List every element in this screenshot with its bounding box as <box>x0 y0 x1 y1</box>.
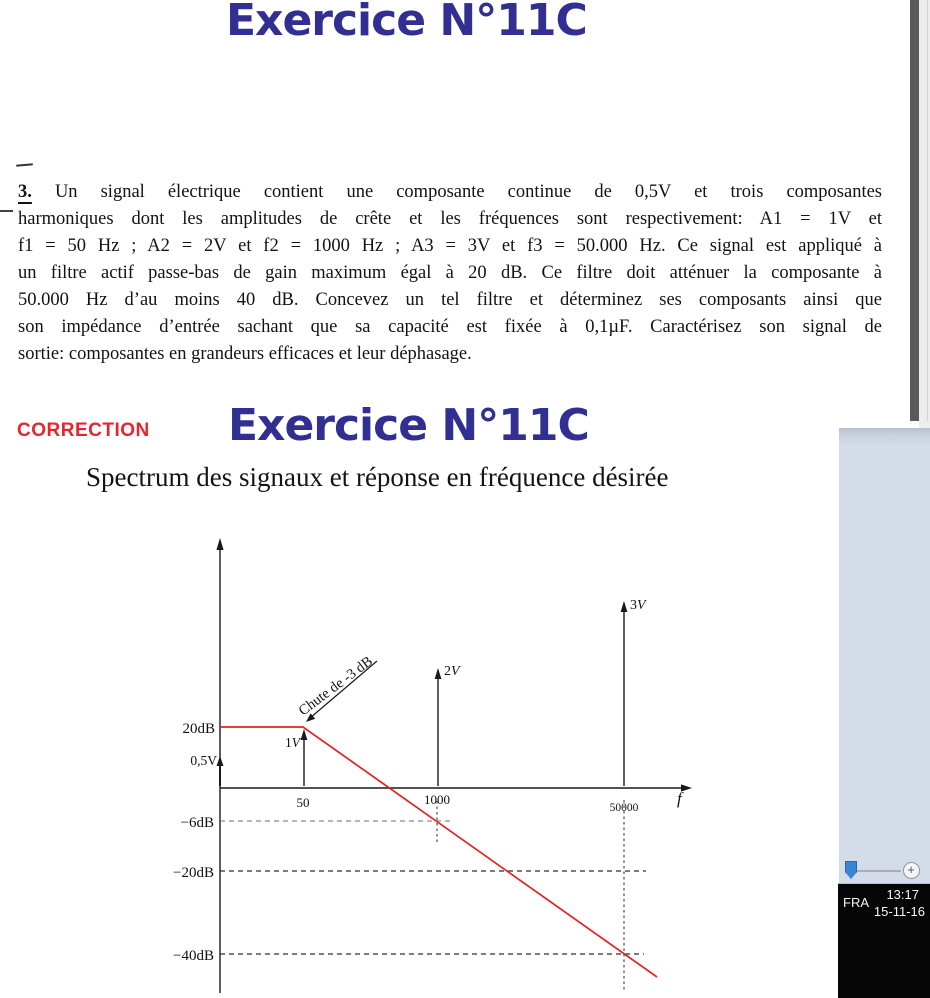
problem-line-text: Un signal électrique contient une compos… <box>54 182 883 202</box>
problem-line: 50.000 Hz d’au moins 40 dB. Concevez un … <box>18 290 882 310</box>
zoom-slider-handle[interactable] <box>845 861 857 879</box>
problem-line: sortie: composantes en grandeurs efficac… <box>18 344 472 364</box>
problem-line: 3. Un signal électrique contient une com… <box>18 179 882 206</box>
spectrum-arrow-50000hz-icon <box>620 601 628 612</box>
amplitude-label-3v: 3V <box>630 598 647 613</box>
problem-line: f1 = 50 Hz ; A2 = 2V et f2 = 1000 Hz ; A… <box>18 236 882 256</box>
gain-label-minus20db: −20dB <box>173 865 214 881</box>
annotation-arrow-icon <box>306 713 316 722</box>
date[interactable]: 15-11-16 <box>873 904 925 919</box>
main-title: Exercice N°11C <box>226 0 588 46</box>
problem-line: harmoniques dont les amplitudes de crête… <box>18 209 882 229</box>
side-panel <box>839 428 930 883</box>
spectrum-arrow-50hz-icon <box>300 729 308 740</box>
clock[interactable]: 13:17 <box>886 887 919 902</box>
window-edge <box>919 0 930 428</box>
scrollbar[interactable] <box>910 0 919 421</box>
language-indicator[interactable]: FRA <box>843 895 869 910</box>
amplitude-label-2v: 2V <box>444 664 461 679</box>
frequency-axis-label: f <box>677 789 684 808</box>
gain-label-minus40db: −40dB <box>173 948 214 964</box>
zoom-in-button[interactable]: + <box>903 862 920 879</box>
chart-subtitle: Spectrum des signaux et réponse en fréqu… <box>86 462 669 492</box>
annotation-arrow-line <box>309 660 378 719</box>
gain-label-minus6db: −6dB <box>181 815 214 831</box>
spectrum-chart: f 20dB 0,5V −6dB −20dB −40dB 1V 2V 3V 50… <box>173 538 692 993</box>
spectrum-arrow-1000hz-icon <box>434 668 442 679</box>
gain-label-20db: 20dB <box>182 721 215 737</box>
scan-squiggle-mark <box>15 163 34 167</box>
filter-response-curve <box>220 726 658 978</box>
correction-label: CORRECTION <box>17 420 150 441</box>
problem-line: son impédance d’entrée sachant que sa ca… <box>18 317 882 337</box>
spectrum-arrow-dc-icon <box>216 756 224 766</box>
y-axis-arrow-icon <box>216 538 224 550</box>
problem-line: un filtre actif passe-bas de gain maximu… <box>18 263 882 283</box>
problem-paragraph: 3. Un signal électrique contient une com… <box>18 179 882 368</box>
scan-margin-mark <box>0 210 13 212</box>
plus-icon: + <box>907 862 915 877</box>
correction-title: Exercice N°11C <box>228 400 590 451</box>
taskbar: FRA 13:17 15-11-16 <box>838 883 930 998</box>
tick-label-50000: 50000 <box>610 802 639 814</box>
zoom-slider-track[interactable] <box>848 870 901 872</box>
tick-label-50: 50 <box>297 795 310 810</box>
x-axis-arrow-icon <box>681 784 692 792</box>
problem-number: 3. <box>18 182 32 202</box>
tick-label-1000: 1000 <box>424 792 450 807</box>
window-edge-line <box>927 0 928 421</box>
annotation-label: Chute de -3 dB <box>296 653 376 719</box>
amplitude-label-1v: 1V <box>285 735 302 750</box>
dc-amplitude-label: 0,5V <box>190 753 217 768</box>
